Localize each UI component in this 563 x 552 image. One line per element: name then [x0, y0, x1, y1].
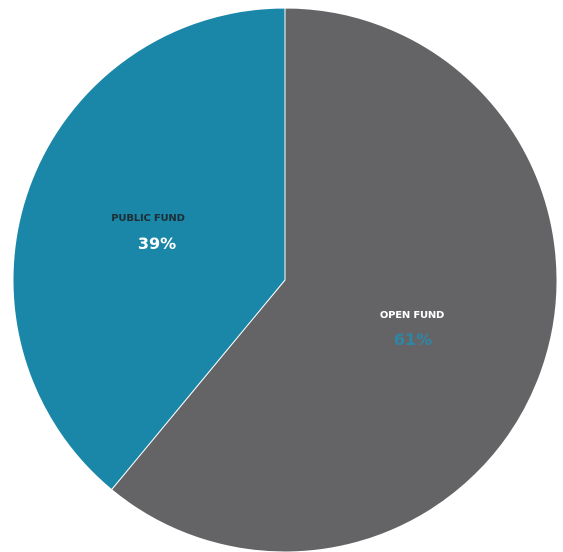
slice-label-public-fund: PUBLIC FUND — [111, 213, 184, 224]
pie-slices — [12, 7, 558, 552]
pie-slice-open-fund — [110, 7, 558, 552]
pie-slice-public-fund — [12, 7, 286, 491]
slice-label-open-fund: OPEN FUND — [380, 310, 444, 321]
slice-value-public-fund: 39% — [138, 234, 176, 253]
slice-value-open-fund: 61% — [394, 330, 432, 349]
